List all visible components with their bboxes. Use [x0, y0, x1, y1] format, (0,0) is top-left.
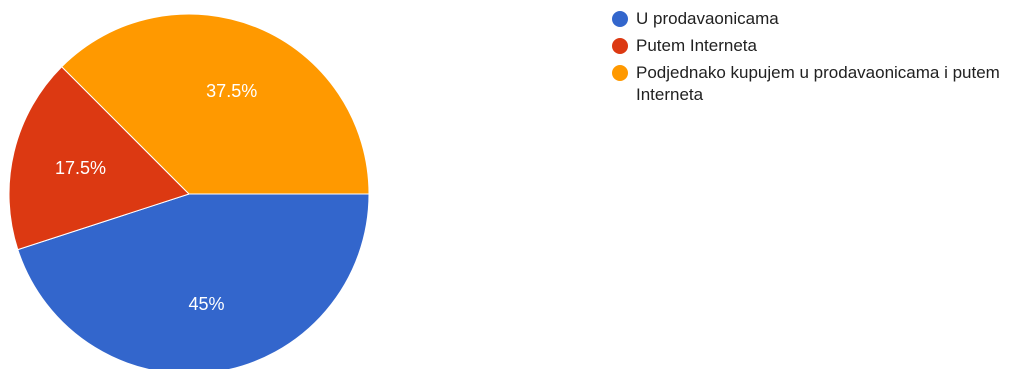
- pie-slice-label-podjednako: 37.5%: [206, 81, 257, 101]
- pie-slice-label-putem-interneta: 17.5%: [55, 158, 106, 178]
- legend-swatch-putem-interneta: [612, 38, 628, 54]
- legend-item-podjednako[interactable]: Podjednako kupujem u prodavaonicama i pu…: [612, 62, 1022, 106]
- legend-label-u-prodavaonicama: U prodavaonicama: [636, 9, 779, 28]
- chart-legend: U prodavaonicama Putem Interneta Podjedn…: [612, 8, 1022, 111]
- legend-label-podjednako: Podjednako kupujem u prodavaonicama i pu…: [636, 63, 1000, 104]
- legend-item-putem-interneta[interactable]: Putem Interneta: [612, 35, 1022, 57]
- legend-label-putem-interneta: Putem Interneta: [636, 36, 757, 55]
- pie-chart-plot: 45% 17.5% 37.5%: [8, 13, 370, 369]
- pie-slice-label-u-prodavaonicama: 45%: [188, 294, 224, 314]
- legend-swatch-u-prodavaonicama: [612, 11, 628, 27]
- pie-slice-putem-interneta[interactable]: [8, 66, 190, 251]
- pie-slice-u-prodavaonicama[interactable]: [17, 193, 370, 369]
- legend-item-u-prodavaonicama[interactable]: U prodavaonicama: [612, 8, 1022, 30]
- pie-slice-podjednako[interactable]: [61, 13, 370, 195]
- legend-swatch-podjednako: [612, 65, 628, 81]
